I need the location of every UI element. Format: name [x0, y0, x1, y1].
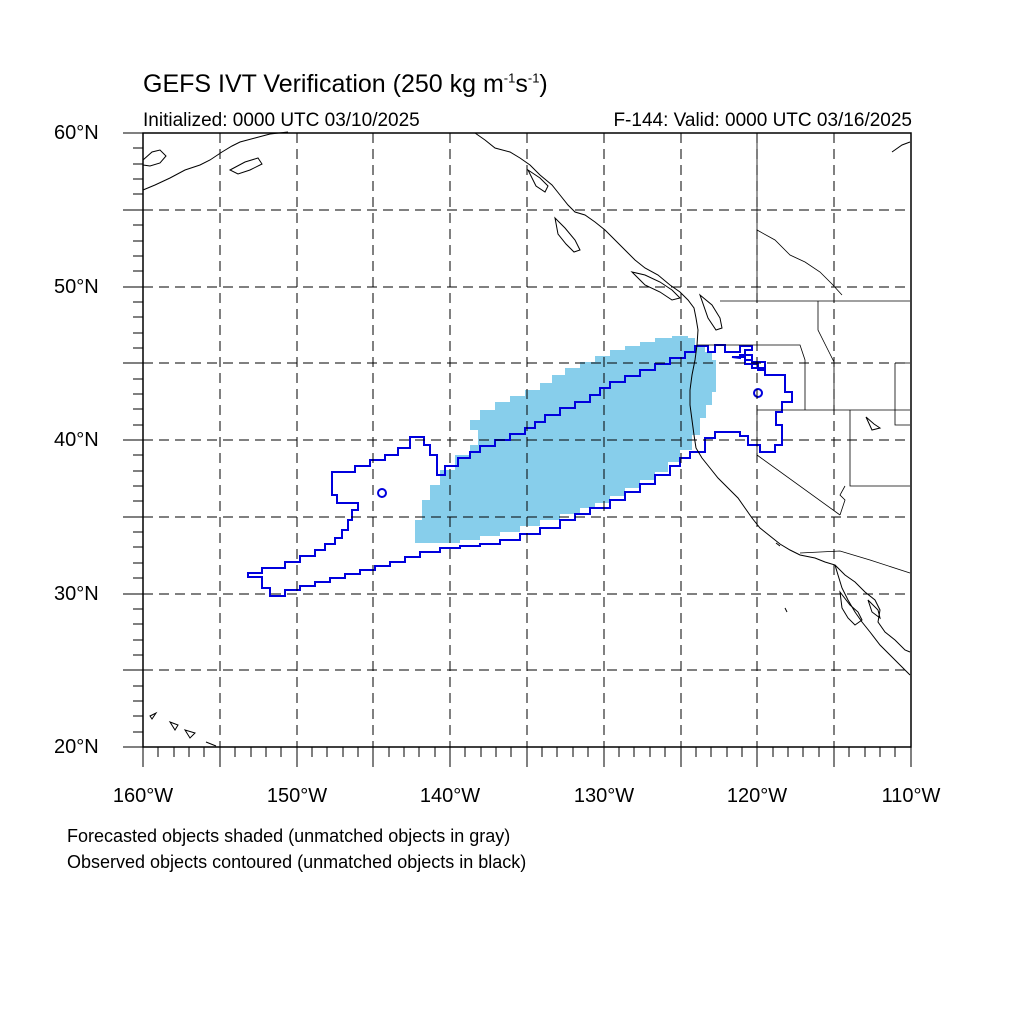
valid-time: F-144: Valid: 0000 UTC 03/16/2025 [613, 110, 912, 131]
lat-label-30: 30°N [54, 583, 99, 605]
observed-object-small-contour [377, 488, 387, 498]
lon-label-150w: 150°W [266, 785, 328, 807]
lat-label-20: 20°N [54, 736, 99, 758]
coastlines [142, 131, 911, 747]
axis-ticks [123, 132, 912, 767]
lon-label-160w: 160°W [112, 785, 174, 807]
lat-label-50: 50°N [54, 276, 99, 298]
observed-object-small-contour [753, 388, 763, 398]
lon-label-140w: 140°W [419, 785, 481, 807]
legend-note-observed: Observed objects contoured (unmatched ob… [67, 852, 527, 872]
legend-note-forecast: Forecasted objects shaded (unmatched obj… [67, 826, 511, 846]
map-gridlines [143, 133, 911, 747]
observed-object-contour [247, 344, 793, 597]
lon-label-130w: 130°W [573, 785, 635, 807]
lon-label-110w: 110°W [881, 785, 941, 807]
lat-label-60: 60°N [54, 122, 99, 144]
lon-label-120w: 120°W [726, 785, 788, 807]
lat-label-40: 40°N [54, 429, 99, 451]
chart-title: GEFS IVT Verification (250 kg m-1s-1) [143, 70, 548, 98]
initialized-time: Initialized: 0000 UTC 03/10/2025 [143, 110, 420, 131]
